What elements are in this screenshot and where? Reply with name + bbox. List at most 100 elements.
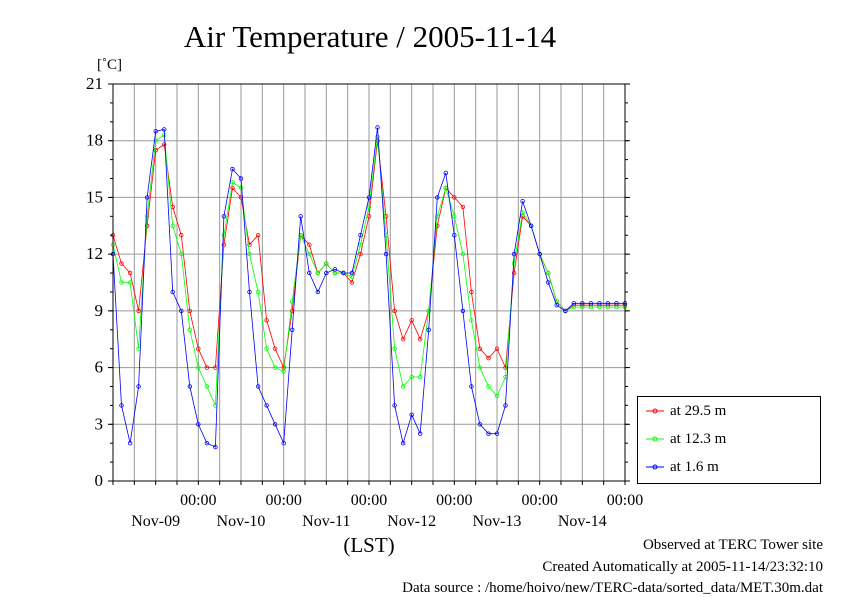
data-point (187, 327, 192, 332)
data-point (221, 214, 227, 219)
data-point (264, 403, 269, 408)
data-point (272, 346, 278, 351)
footer-observed: Observed at TERC Tower site (642, 537, 823, 553)
data-point (400, 384, 406, 389)
data-point (546, 280, 551, 285)
data-point (332, 267, 338, 272)
data-point (486, 355, 491, 361)
x-tick-time-label: 00:00 (265, 492, 301, 509)
y-tick-label: 0 (95, 471, 104, 490)
data-point (554, 303, 559, 308)
data-point (392, 403, 397, 408)
y-tick-label: 18 (86, 131, 103, 150)
x-axis-label: (LST) (343, 533, 394, 557)
x-tick-time-label: 00:00 (521, 492, 557, 509)
data-point (460, 251, 466, 257)
legend-swatch-red (646, 408, 664, 414)
y-tick-label: 3 (95, 414, 104, 433)
data-point (494, 431, 500, 436)
data-point (563, 308, 568, 314)
data-point (400, 441, 406, 446)
y-tick-label: 21 (86, 74, 103, 93)
data-point (144, 214, 150, 219)
data-point (418, 337, 423, 342)
data-point (247, 251, 252, 257)
data-point (307, 242, 312, 247)
data-point (247, 289, 252, 295)
data-point (127, 270, 133, 276)
legend-item-29-5m: at 29.5 m (646, 401, 726, 421)
y-axis-unit: [˚C] (97, 57, 122, 73)
data-point (161, 127, 167, 132)
data-point (460, 308, 466, 314)
data-point (324, 261, 329, 266)
data-point (196, 346, 201, 351)
y-tick-label: 15 (86, 187, 103, 206)
data-point (255, 232, 261, 238)
data-point (494, 346, 500, 351)
data-point (119, 280, 124, 285)
legend-swatch-green (646, 436, 664, 442)
data-point (204, 365, 210, 370)
data-point (511, 261, 517, 266)
data-point (580, 301, 585, 306)
data-point (213, 444, 218, 450)
data-point (435, 195, 440, 200)
data-point (315, 289, 320, 295)
data-point (230, 166, 235, 172)
chart-title: Air Temperature / 2005-11-14 (184, 19, 557, 54)
footer-source: Data source : /home/hoivo/new/TERC-data/… (402, 580, 823, 596)
y-axis-ticks: 0 3 6 9 12 15 18 21 (86, 74, 630, 490)
data-point (272, 422, 278, 427)
footer-created: Created Automatically at 2005-11-14/23:3… (542, 559, 823, 575)
data-point (144, 223, 150, 228)
x-tick-time-label: 00:00 (351, 492, 387, 509)
data-point (528, 223, 534, 228)
data-point (358, 251, 363, 257)
data-point (272, 365, 278, 370)
data-point (435, 214, 440, 219)
data-point (503, 403, 508, 408)
x-day-label: Nov-09 (131, 513, 180, 530)
data-point (170, 223, 175, 228)
legend-item-1-6m: at 1.6 m (646, 457, 719, 477)
x-day-label: Nov-13 (473, 513, 522, 530)
data-point (315, 270, 320, 276)
data-point (179, 251, 184, 257)
x-tick-time-label: 00:00 (607, 492, 643, 509)
data-point (179, 232, 184, 238)
data-point (281, 369, 286, 374)
data-point (161, 142, 167, 147)
series-line-2 (112, 127, 625, 448)
data-point (392, 308, 397, 314)
data-point (264, 318, 269, 323)
data-point (375, 125, 380, 130)
data-point (409, 412, 414, 417)
data-point (477, 422, 483, 427)
data-point (238, 176, 244, 181)
data-point (486, 431, 491, 436)
data-point (605, 301, 611, 306)
data-point (247, 242, 252, 247)
data-point (264, 346, 269, 351)
data-point (170, 289, 175, 295)
data-point (136, 384, 141, 389)
data-point (341, 270, 346, 276)
data-point (392, 346, 397, 351)
legend-swatch-blue (646, 464, 664, 470)
data-point (119, 403, 124, 408)
data-point (127, 441, 133, 446)
data-point (511, 270, 517, 276)
data-point (307, 270, 312, 276)
x-day-label: Nov-10 (217, 513, 266, 530)
data-point (477, 346, 483, 351)
data-point (494, 393, 500, 399)
data-point (255, 289, 261, 295)
data-point (196, 422, 201, 427)
data-point (230, 180, 235, 185)
x-day-label: Nov-11 (302, 513, 350, 530)
data-point (511, 251, 517, 257)
data-point (307, 251, 312, 257)
data-point (383, 232, 389, 238)
data-point (614, 301, 619, 306)
